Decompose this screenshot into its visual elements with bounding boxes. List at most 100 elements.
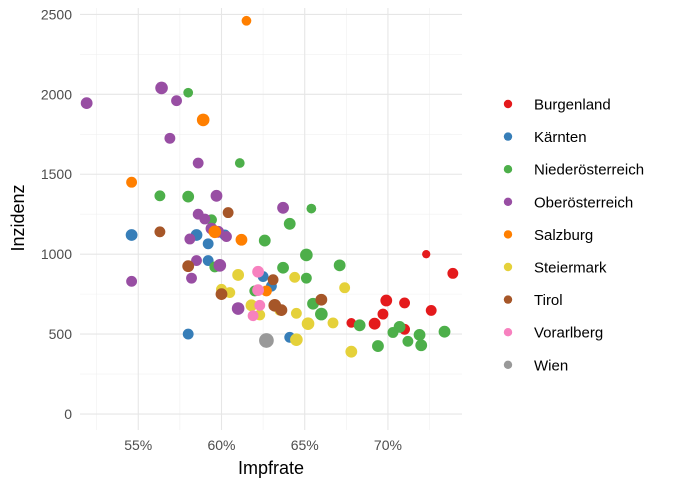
data-point: [345, 345, 358, 358]
data-point: [402, 335, 414, 347]
data-point: [289, 271, 301, 283]
legend-label: Steiermark: [534, 260, 607, 277]
data-point: [182, 328, 194, 340]
data-point: [154, 226, 166, 238]
legend-key: [503, 328, 513, 337]
data-point: [315, 293, 328, 306]
x-tick-label: 55%: [124, 437, 152, 453]
data-point: [380, 294, 393, 307]
data-point: [277, 201, 289, 214]
data-point: [184, 233, 196, 245]
data-point: [275, 304, 288, 317]
data-point: [260, 285, 272, 297]
data-point: [315, 307, 328, 321]
data-point: [208, 225, 222, 239]
data-point: [199, 213, 211, 225]
data-point: [192, 157, 204, 169]
x-axis-ticks: 55% 60% 65% 70%: [124, 437, 402, 453]
data-point: [126, 275, 138, 287]
x-tick-label: 65%: [291, 437, 319, 453]
data-point: [231, 302, 245, 315]
data-point: [80, 97, 93, 110]
data-point: [241, 15, 252, 26]
data-point: [196, 113, 210, 127]
data-point: [413, 328, 426, 341]
data-point: [267, 274, 279, 286]
data-point: [377, 308, 389, 320]
y-tick-label: 1500: [41, 166, 72, 182]
data-point: [215, 288, 228, 301]
data-point: [254, 299, 266, 311]
grid: [80, 8, 462, 430]
data-point: [171, 95, 182, 107]
data-point: [154, 190, 166, 202]
data-point: [283, 217, 296, 230]
data-point: [372, 340, 384, 352]
data-point: [155, 81, 168, 95]
legend-label: Tirol: [534, 292, 563, 309]
data-point: [221, 231, 232, 243]
y-tick-label: 0: [64, 406, 72, 422]
legend-label: Salzburg: [534, 227, 593, 244]
data-point: [164, 132, 176, 144]
data-points: [80, 15, 459, 358]
data-point: [447, 267, 459, 279]
legend-key: [503, 197, 513, 206]
data-point: [290, 333, 303, 346]
data-point: [213, 259, 227, 272]
legend-label: Oberösterreich: [534, 194, 633, 211]
data-point: [301, 317, 315, 331]
data-point: [252, 284, 265, 297]
legend: Burgenland Kärnten Niederösterreich Oberöst…: [503, 97, 644, 374]
data-point: [186, 272, 197, 284]
y-tick-label: 500: [49, 326, 73, 342]
data-point: [339, 282, 351, 294]
data-point: [182, 260, 195, 273]
legend-key: [503, 360, 513, 369]
legend-key: [503, 295, 513, 304]
data-point: [252, 265, 265, 278]
data-point: [258, 234, 271, 247]
data-point: [290, 307, 302, 319]
data-point: [183, 87, 194, 98]
x-tick-label: 70%: [374, 437, 402, 453]
data-point: [247, 310, 259, 322]
data-point: [202, 238, 214, 250]
data-point: [234, 158, 245, 168]
legend-label: Vorarlberg: [534, 325, 603, 342]
data-point: [182, 190, 195, 203]
legend-label: Niederösterreich: [534, 162, 644, 179]
y-tick-label: 1000: [41, 246, 72, 262]
data-point: [399, 297, 411, 309]
data-point: [327, 317, 339, 329]
legend-label: Kärnten: [534, 129, 587, 146]
data-point: [422, 250, 431, 259]
data-point: [232, 269, 245, 281]
data-point: [210, 189, 223, 202]
legend-label: Wien: [534, 357, 568, 374]
data-point: [277, 261, 289, 274]
data-point: [245, 299, 258, 312]
data-point: [222, 207, 234, 219]
data-point: [368, 317, 381, 330]
data-point: [415, 339, 428, 352]
data-point: [125, 229, 138, 241]
data-point: [387, 327, 399, 338]
data-point: [126, 176, 138, 188]
legend-key: [503, 99, 513, 109]
x-axis-title: Impfrate: [238, 458, 304, 478]
data-point: [191, 255, 202, 266]
legend-key: [503, 165, 513, 174]
y-tick-label: 2000: [41, 86, 72, 102]
legend-label: Burgenland: [534, 97, 611, 114]
data-point: [353, 319, 366, 332]
x-tick-label: 60%: [207, 437, 235, 453]
legend-key: [503, 132, 513, 141]
y-tick-label: 2500: [41, 6, 72, 22]
data-point: [333, 259, 346, 272]
data-point: [300, 272, 312, 284]
legend-key: [503, 230, 513, 239]
data-point: [306, 203, 317, 214]
legend-key: [503, 262, 513, 272]
data-point: [300, 248, 313, 262]
